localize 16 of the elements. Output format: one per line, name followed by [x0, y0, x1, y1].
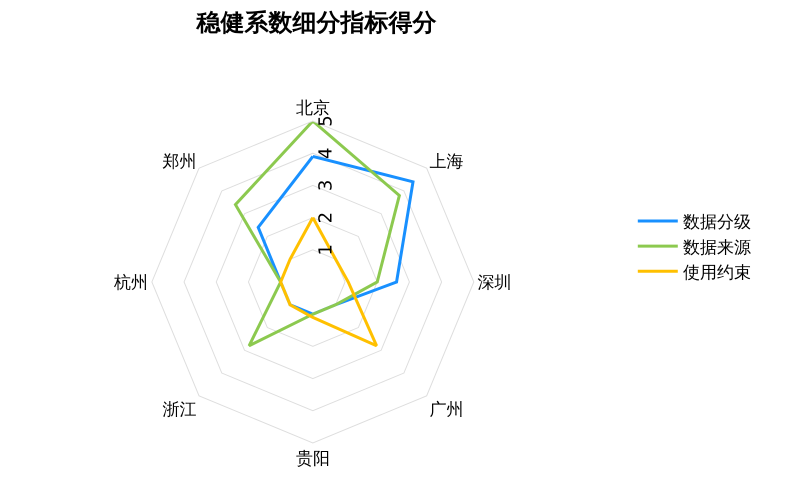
spoke-label: 浙江 — [162, 400, 196, 420]
spoke-label: 郑州 — [162, 152, 196, 172]
chart-title: 稳健系数细分指标得分 — [195, 8, 438, 37]
spoke-label: 深圳 — [478, 272, 512, 293]
legend-label: 数据分级 — [682, 212, 751, 233]
y-tick-label: 4 — [315, 148, 336, 159]
legend-label: 使用约束 — [682, 262, 751, 283]
spoke-label: 广州 — [429, 400, 464, 420]
spoke-label: 贵阳 — [296, 448, 330, 469]
spoke-label: 杭州 — [112, 272, 148, 293]
y-tick-label: 2 — [315, 212, 336, 224]
spoke-label: 上海 — [429, 152, 464, 172]
y-tick-label: 3 — [315, 180, 336, 192]
y-tick-label: 5 — [315, 115, 336, 127]
legend-label: 数据来源 — [682, 238, 751, 258]
y-tick-label: 1 — [315, 244, 336, 256]
